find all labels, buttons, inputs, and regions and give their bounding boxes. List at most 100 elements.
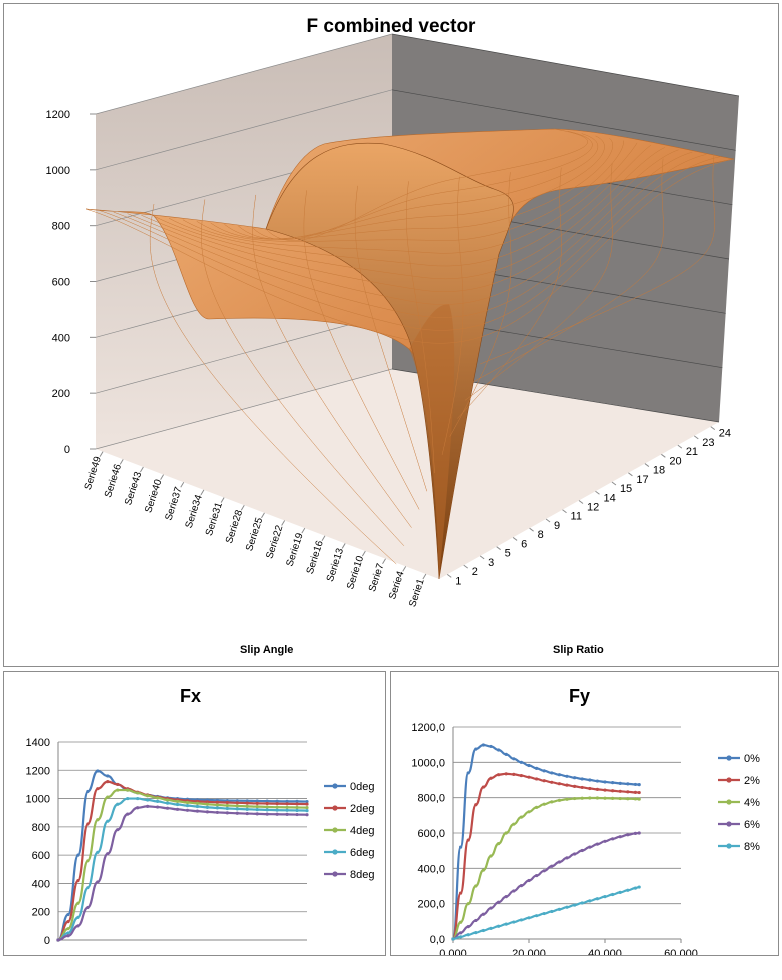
data-point [106,852,110,856]
data-point [255,808,259,812]
data-point [205,800,209,804]
data-point [285,812,289,817]
data-point [611,789,615,793]
slip-ratio-tick-label: 2 [472,566,478,578]
data-point [489,906,493,910]
data-point [265,812,269,816]
data-point [195,809,200,813]
surface-mesh-line [182,142,638,254]
data-point [611,837,615,841]
legend-marker [726,821,732,827]
ratio-tick-mark [512,537,518,541]
angle-tick-mark [321,535,326,542]
data-point [580,796,584,800]
data-point [86,905,90,910]
surface-mesh-line [303,190,420,510]
slip-ratio-tick-label: 21 [686,446,698,458]
data-point [557,907,561,911]
ratio-tick-mark [446,573,452,578]
y-tick-label: 1200 [26,765,50,777]
surface-mesh-line [141,149,679,292]
data-point [588,899,592,903]
x-tick-label: 60,000 [664,948,698,955]
data-point [603,839,607,843]
data-point [235,804,239,808]
data-point [527,810,531,814]
data-point [245,807,249,811]
y-tick-label: 200 [32,907,50,919]
legend-marker [332,783,338,789]
data-point [512,772,516,776]
data-point [205,810,209,814]
data-point [489,776,493,780]
angle-tick-mark [361,550,366,557]
legend-marker [332,849,338,855]
data-point [588,786,592,791]
data-point [466,771,470,775]
data-point [305,813,309,817]
slip-ratio-tick-label: 20 [669,455,681,467]
data-point [66,934,70,938]
data-point [215,806,219,810]
data-point [626,888,630,892]
x-tick-label: 20,000 [512,948,546,955]
data-point [626,833,630,837]
legend-label: 0deg [350,781,374,793]
slip-ratio-tick-label: 3 [488,557,494,569]
data-point [481,928,485,933]
legend-label: 2deg [350,803,374,815]
data-point [66,927,70,931]
fx-chart: 0 200 400 600 800 1000 1200 1400 0deg 2deg 4deg 6de… [26,737,375,947]
data-point [76,915,80,919]
surface-mesh-line [406,181,435,474]
data-point [285,808,289,812]
data-point [459,935,463,939]
data-point [474,803,478,807]
z-tick-label: 600 [52,277,70,289]
surface-mesh [85,128,735,580]
z-gridline [95,368,393,450]
data-point [295,802,299,806]
data-point [611,796,615,800]
slip-angle-tick-label: Serie7 [367,562,387,593]
data-point [626,797,630,801]
slip-angle-tick-label: Serie31 [204,501,225,538]
angle-tick-mark [301,527,306,534]
data-point [573,852,577,856]
floor [96,369,719,579]
z-gridline [95,33,393,115]
surface-mesh-line [210,138,613,240]
data-point [265,799,269,803]
data-point [96,818,100,822]
data-point [126,796,130,801]
data-point [618,789,622,793]
data-point [96,850,100,854]
data-point [573,903,577,907]
data-point [466,902,470,906]
slip-angle-tick-label: Serie28 [224,508,245,545]
data-point [497,924,501,928]
data-point [557,773,561,777]
data-point [633,797,637,801]
data-point [489,926,493,930]
data-point [588,796,592,800]
angle-tick-mark [200,489,205,496]
data-point [295,808,299,813]
angle-tick-mark [220,497,225,503]
legend-marker [332,871,338,877]
data-point [633,886,637,890]
data-point [595,842,599,846]
angle-tick-mark [180,482,185,488]
data-point [56,938,60,942]
fy-chart-title: Fy [568,686,590,706]
data-point [195,804,200,809]
data-point [489,744,493,749]
data-point [603,780,607,784]
data-point [481,912,485,916]
angle-tick-mark [139,466,144,473]
series-line-6deg [57,797,308,942]
data-point [595,779,599,783]
ratio-tick-mark [661,453,666,458]
data-point [588,845,592,849]
